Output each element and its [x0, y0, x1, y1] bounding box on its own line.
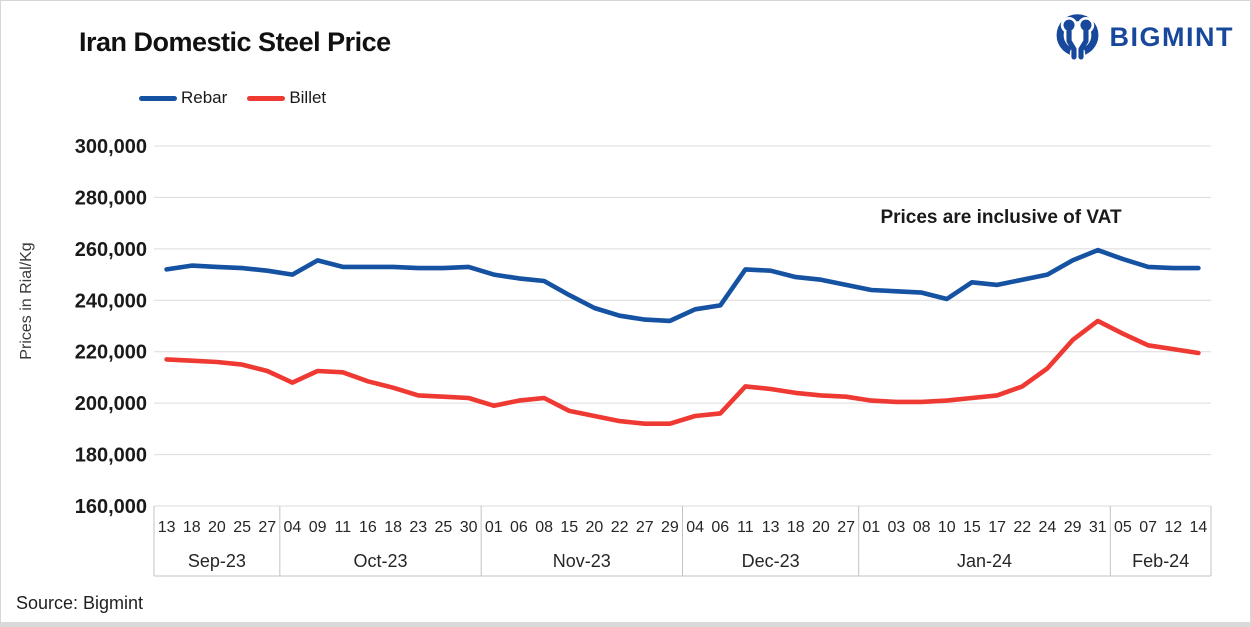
y-tick-label: 160,000 — [75, 496, 147, 518]
y-tick-label: 300,000 — [75, 136, 147, 158]
day-tick-label: 01 — [862, 519, 880, 536]
day-tick-label: 18 — [384, 519, 402, 536]
day-tick-label: 14 — [1190, 519, 1208, 536]
y-tick-label: 280,000 — [75, 187, 147, 209]
day-tick-label: 22 — [1013, 519, 1031, 536]
legend-label-rebar: Rebar — [181, 88, 228, 107]
month-label: Dec-23 — [742, 551, 800, 571]
billet-line — [164, 318, 1201, 427]
day-tick-label: 20 — [812, 519, 830, 536]
legend-label-billet: Billet — [289, 88, 327, 107]
day-tick-label: 25 — [233, 519, 251, 536]
y-axis-title: Prices in Rial/Kg — [18, 242, 35, 359]
y-tick-label: 240,000 — [75, 290, 147, 312]
day-tick-label: 09 — [309, 519, 327, 536]
day-tick-label: 13 — [762, 519, 780, 536]
day-tick-label: 27 — [837, 519, 855, 536]
billet-swatch — [247, 95, 286, 101]
day-tick-label: 10 — [938, 519, 956, 536]
day-tick-label: 04 — [686, 519, 704, 536]
chart-legend: Rebar Billet — [139, 88, 326, 108]
day-tick-label: 30 — [460, 519, 478, 536]
day-tick-label: 31 — [1089, 519, 1107, 536]
day-tick-label: 08 — [913, 519, 931, 536]
rebar-swatch — [139, 95, 177, 101]
day-tick-label: 16 — [359, 519, 377, 536]
vat-annotation: Prices are inclusive of VAT — [880, 207, 1122, 228]
day-tick-label: 03 — [888, 519, 906, 536]
day-tick-label: 25 — [435, 519, 453, 536]
rebar-line — [164, 247, 1201, 324]
y-tick-label: 200,000 — [75, 393, 147, 415]
y-tick-label: 220,000 — [75, 342, 147, 364]
month-label: Jan-24 — [957, 551, 1012, 571]
day-tick-label: 12 — [1164, 519, 1182, 536]
day-tick-label: 06 — [711, 519, 729, 536]
day-tick-label: 11 — [737, 519, 754, 536]
price-chart: 160,000 180,000 200,000 220,000 240,000 260,0… — [18, 136, 1212, 577]
bigmint-logo-text: BIGMINT — [1109, 22, 1234, 52]
day-tick-label: 01 — [485, 519, 503, 536]
day-tick-label: 08 — [535, 519, 553, 536]
bottom-divider-bar — [1, 622, 1250, 627]
day-tick-label: 06 — [510, 519, 528, 536]
day-tick-label: 22 — [611, 519, 629, 536]
day-tick-label: 07 — [1139, 519, 1157, 536]
y-tick-label: 260,000 — [75, 239, 147, 261]
day-tick-label: 29 — [1064, 519, 1082, 536]
page-title: Iran Domestic Steel Price — [79, 27, 391, 57]
month-label: Nov-23 — [553, 551, 611, 571]
day-tick-label: 20 — [208, 519, 226, 536]
day-tick-label: 11 — [334, 519, 351, 536]
day-tick-label: 17 — [988, 519, 1006, 536]
month-label: Oct-23 — [353, 551, 407, 571]
day-tick-label: 15 — [963, 519, 981, 536]
day-tick-label: 04 — [284, 519, 302, 536]
day-tick-label: 15 — [560, 519, 578, 536]
day-tick-label: 05 — [1114, 519, 1132, 536]
day-tick-label: 23 — [409, 519, 427, 536]
day-tick-label: 18 — [787, 519, 805, 536]
day-tick-label: 20 — [586, 519, 604, 536]
day-tick-label: 27 — [636, 519, 654, 536]
month-label: Sep-23 — [188, 551, 246, 571]
bigmint-logo-icon — [1056, 14, 1098, 61]
month-label: Feb-24 — [1132, 551, 1189, 571]
legend-item-billet: Billet — [247, 88, 326, 108]
bigmint-logo: BIGMINT — [1054, 14, 1235, 61]
day-tick-label: 27 — [258, 519, 276, 536]
source-note: Source: Bigmint — [16, 593, 144, 613]
day-tick-label: 13 — [158, 519, 176, 536]
legend-item-rebar: Rebar — [139, 88, 227, 108]
day-tick-label: 18 — [183, 519, 201, 536]
day-tick-label: 24 — [1039, 519, 1057, 536]
y-tick-label: 180,000 — [75, 445, 147, 467]
day-tick-label: 29 — [661, 519, 679, 536]
